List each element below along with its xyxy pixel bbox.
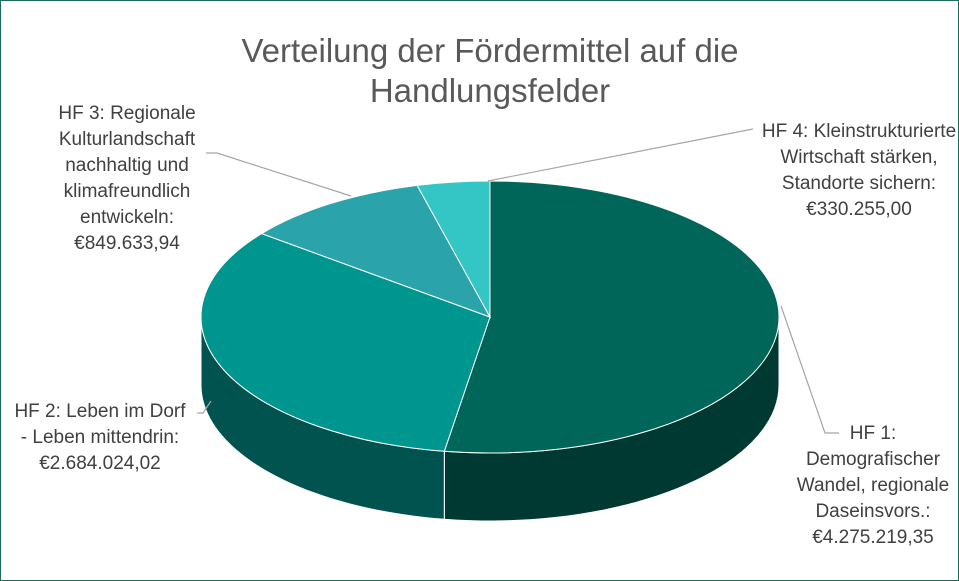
value-label: €4.275.219,35	[812, 527, 934, 548]
leader-line	[487, 128, 754, 182]
category-label: HF 1: Demografischer Wandel, regionale D…	[796, 423, 950, 522]
category-label: HF 2: Leben im Dorf - Leben mittendrin:	[14, 401, 186, 448]
data-label: HF 1: Demografischer Wandel, regionale D…	[793, 421, 953, 551]
slice	[200, 233, 491, 452]
value-label: €849.633,94	[74, 233, 180, 254]
value-label: €2.684.024,02	[39, 453, 161, 474]
slice	[260, 184, 492, 318]
data-label: HF 3: Regionale Kulturlandschaft nachhal…	[21, 101, 233, 257]
leader-line	[206, 152, 352, 197]
data-label: HF 4: Kleinstrukturierte Wirtschaft stär…	[753, 119, 958, 223]
leader-line	[197, 400, 212, 414]
slice	[443, 180, 780, 454]
category-label: HF 3: Regionale Kulturlandschaft nachhal…	[58, 103, 196, 228]
value-label: €330.255,00	[806, 199, 912, 220]
category-label: HF 4: Kleinstrukturierte Wirtschaft stär…	[761, 121, 957, 194]
chart-title: Verteilung der Fördermittel auf die Hand…	[241, 32, 739, 109]
leader-line	[780, 305, 839, 434]
data-label: HF 2: Leben im Dorf - Leben mittendrin: €…	[11, 399, 189, 477]
